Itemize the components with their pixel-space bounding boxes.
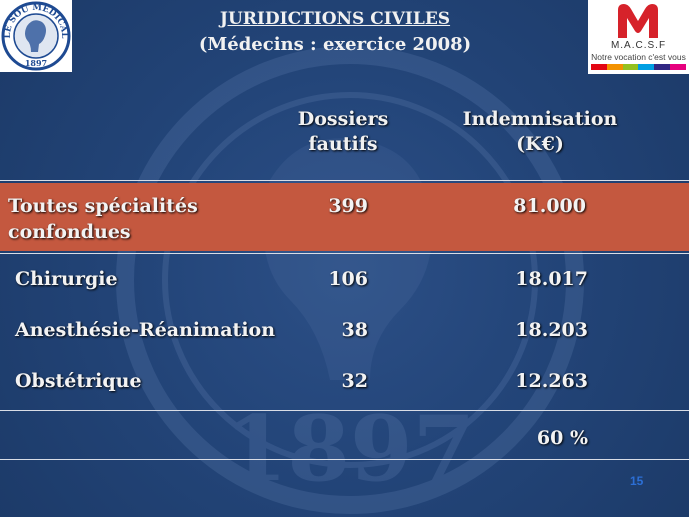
sou-medical-seal-icon: LE SOU MEDICAL 1897 — [1, 1, 71, 71]
macsf-logo: M.A.C.S.F Notre vocation c'est vous — [588, 0, 689, 74]
sou-medical-year: 1897 — [25, 58, 47, 68]
row-dossiers-obstetrique: 32 — [341, 370, 368, 392]
highlight-dossiers: 399 — [328, 195, 368, 217]
header-indem-line1: Indemnisation — [462, 108, 618, 130]
le-sou-medical-logo: LE SOU MEDICAL 1897 — [0, 0, 72, 72]
row-label-anesthesie: Anesthésie-Réanimation — [15, 319, 276, 341]
macsf-brand-name: M.A.C.S.F — [610, 40, 667, 51]
row-indem-obstetrique: 12.263 — [515, 370, 588, 392]
header-indem-line2: (K€) — [516, 133, 564, 155]
total-indemnisation-percent: 60 % — [536, 427, 588, 449]
highlight-row-band — [0, 183, 689, 251]
page-number: 15 — [630, 474, 644, 488]
divider-total-bottom — [0, 459, 689, 460]
row-label-obstetrique: Obstétrique — [15, 370, 142, 392]
macsf-m-icon — [618, 4, 658, 38]
column-header-dossiers: Dossiers fautifs — [278, 107, 408, 157]
macsf-tagline: Notre vocation c'est vous — [591, 52, 686, 62]
column-header-indemnisation: Indemnisation (K€) — [440, 107, 640, 157]
row-label-chirurgie: Chirurgie — [15, 268, 118, 290]
header-dossiers-line1: Dossiers — [297, 108, 389, 130]
divider-top — [0, 180, 689, 181]
row-dossiers-chirurgie: 106 — [328, 268, 368, 290]
header-dossiers-line2: fautifs — [308, 133, 378, 155]
divider-band-bottom — [0, 253, 689, 254]
row-indem-chirurgie: 18.017 — [515, 268, 588, 290]
title-subtitle: (Médecins : exercice 2008) — [198, 34, 472, 55]
highlight-indemnisation: 81.000 — [513, 195, 586, 217]
divider-total-top — [0, 410, 689, 411]
highlight-label-line1: Toutes spécialités — [8, 195, 198, 217]
watermark-year: 1897 — [225, 396, 476, 502]
macsf-color-strip — [591, 64, 686, 70]
title-main: JURIDICTIONS CIVILES — [219, 9, 451, 29]
slide-title: JURIDICTIONS CIVILES (Médecins : exercic… — [150, 7, 520, 57]
row-indem-anesthesie: 18.203 — [515, 319, 588, 341]
row-dossiers-anesthesie: 38 — [341, 319, 368, 341]
highlight-label-line2: confondues — [8, 221, 131, 243]
